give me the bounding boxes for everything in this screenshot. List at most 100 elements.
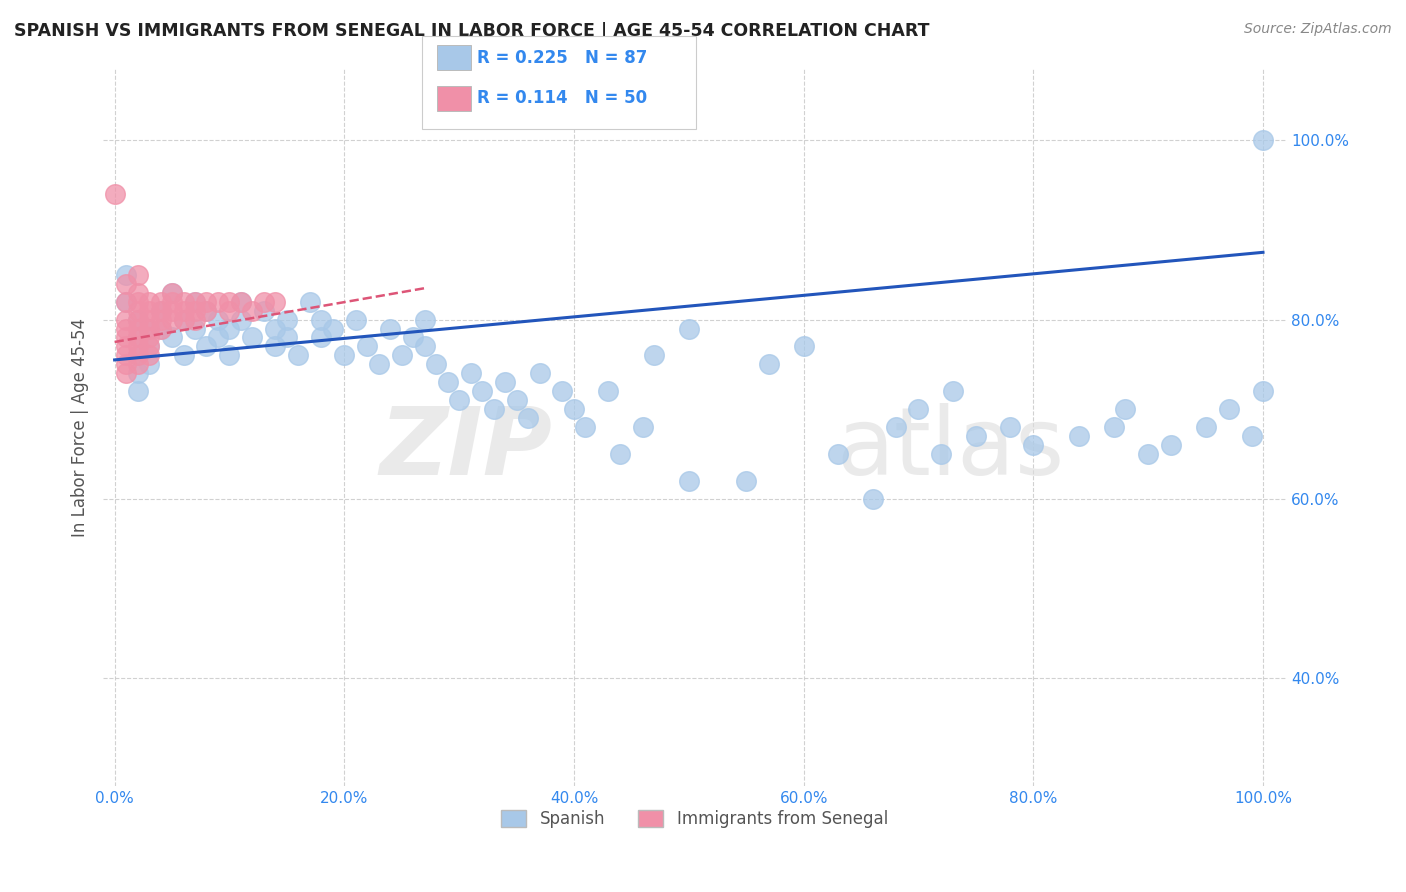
Point (862, 491, 884, 506)
Point (413, 339, 436, 353)
Point (184, 294, 207, 309)
Point (1069, 429, 1091, 443)
Point (333, 348, 356, 362)
Point (138, 312, 160, 326)
Point (160, 330, 183, 344)
Point (264, 339, 287, 353)
Point (678, 321, 700, 335)
Point (322, 321, 344, 335)
Point (184, 303, 207, 318)
Point (127, 312, 149, 326)
Point (160, 303, 183, 318)
Point (149, 294, 172, 309)
Point (173, 348, 195, 362)
Point (184, 321, 207, 335)
Point (1218, 402, 1240, 417)
Point (413, 312, 436, 326)
Point (884, 420, 907, 434)
Point (678, 474, 700, 488)
Point (229, 294, 252, 309)
Point (517, 411, 540, 425)
Point (965, 429, 987, 443)
Point (356, 339, 378, 353)
Point (149, 312, 172, 326)
Point (115, 268, 138, 282)
Point (127, 303, 149, 318)
Point (127, 330, 149, 344)
Point (551, 384, 574, 399)
Point (1194, 420, 1216, 434)
Point (149, 321, 172, 335)
Point (115, 339, 138, 353)
Point (138, 330, 160, 344)
Point (276, 330, 298, 344)
Point (735, 474, 758, 488)
Point (184, 312, 207, 326)
Point (402, 330, 425, 344)
Point (218, 294, 240, 309)
Point (115, 348, 138, 362)
Point (138, 321, 160, 335)
Point (242, 330, 264, 344)
Point (1022, 438, 1045, 452)
Point (494, 376, 516, 390)
Y-axis label: In Labor Force | Age 45-54: In Labor Force | Age 45-54 (72, 318, 89, 537)
Point (127, 294, 149, 309)
Point (127, 268, 149, 282)
Point (195, 303, 218, 318)
Point (529, 367, 551, 381)
Text: ZIP: ZIP (380, 402, 553, 495)
Text: R = 0.225   N = 87: R = 0.225 N = 87 (477, 49, 647, 67)
Point (253, 303, 276, 318)
Point (115, 277, 138, 291)
Point (173, 312, 195, 326)
Point (207, 330, 229, 344)
Point (149, 303, 172, 318)
Point (931, 447, 953, 461)
Point (344, 312, 367, 326)
Point (598, 384, 620, 399)
Point (253, 294, 276, 309)
Point (367, 358, 389, 372)
Point (115, 367, 138, 381)
Point (138, 348, 160, 362)
Point (138, 294, 160, 309)
Point (195, 303, 218, 318)
Point (115, 312, 138, 326)
Point (207, 312, 229, 326)
Point (160, 285, 183, 300)
Legend: Spanish, Immigrants from Senegal: Spanish, Immigrants from Senegal (495, 804, 894, 835)
Point (425, 358, 447, 372)
Point (1251, 384, 1274, 399)
Point (127, 367, 149, 381)
Point (574, 420, 596, 434)
Point (298, 294, 321, 309)
Point (160, 294, 183, 309)
Point (1251, 133, 1274, 147)
Point (264, 294, 287, 309)
Point (218, 348, 240, 362)
Point (127, 348, 149, 362)
Point (609, 447, 631, 461)
Point (391, 348, 413, 362)
Point (173, 294, 195, 309)
Text: Source: ZipAtlas.com: Source: ZipAtlas.com (1244, 22, 1392, 37)
Point (631, 420, 654, 434)
Point (460, 367, 482, 381)
Point (138, 339, 160, 353)
Point (562, 402, 585, 417)
Point (380, 321, 402, 335)
Point (115, 330, 138, 344)
Point (276, 312, 298, 326)
Point (229, 294, 252, 309)
Point (138, 339, 160, 353)
Point (138, 303, 160, 318)
Point (1114, 402, 1136, 417)
Point (173, 303, 195, 318)
Point (264, 321, 287, 335)
Text: SPANISH VS IMMIGRANTS FROM SENEGAL IN LABOR FORCE | AGE 45-54 CORRELATION CHART: SPANISH VS IMMIGRANTS FROM SENEGAL IN LA… (14, 22, 929, 40)
Point (643, 348, 665, 362)
Point (127, 330, 149, 344)
Point (793, 339, 815, 353)
Point (1137, 447, 1160, 461)
